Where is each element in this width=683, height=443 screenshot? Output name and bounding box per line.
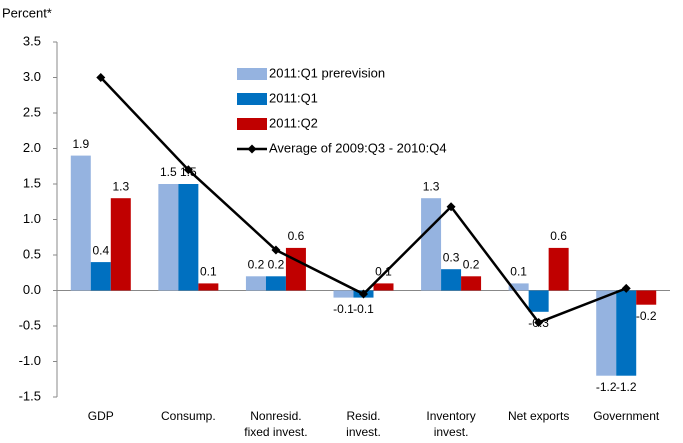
- y-tick-label: 0.0: [23, 282, 41, 297]
- x-tick-label: Resid.: [346, 409, 380, 423]
- bar: [461, 276, 482, 291]
- y-tick-label: 3.0: [23, 69, 41, 84]
- x-tick-label: Nonresid.: [250, 409, 301, 423]
- line-marker: [183, 165, 193, 175]
- x-tick-label: invest.: [434, 425, 469, 439]
- bar: [110, 198, 131, 291]
- bar: [508, 283, 529, 291]
- value-label: 1.3: [423, 179, 440, 193]
- x-tick-label: invest.: [346, 425, 381, 439]
- bar: [616, 290, 637, 376]
- bar: [373, 283, 394, 291]
- value-label: -0.1: [353, 302, 374, 316]
- legend-swatch: [237, 118, 267, 130]
- y-tick-label: 3.5: [23, 33, 41, 48]
- legend-label: 2011:Q1 prerevision: [269, 65, 385, 80]
- bar: [285, 247, 306, 291]
- bar: [333, 290, 354, 298]
- line-marker: [96, 73, 106, 82]
- legend-marker: [247, 144, 257, 154]
- bar: [198, 283, 219, 291]
- line-marker: [359, 289, 368, 299]
- line-marker: [534, 317, 544, 327]
- value-label: 0.2: [463, 257, 480, 271]
- value-label: 0.1: [510, 265, 527, 279]
- value-label: 1.5: [160, 165, 177, 179]
- line-marker: [621, 283, 631, 293]
- value-label: 0.3: [443, 250, 460, 264]
- bar: [178, 184, 199, 291]
- bar: [636, 290, 657, 305]
- y-tick-label: -0.5: [19, 317, 41, 332]
- y-tick-label: 0.5: [23, 246, 41, 261]
- y-axis-title: Percent*: [2, 5, 52, 20]
- x-tick-label: fixed invest.: [244, 425, 307, 439]
- value-label: -1.2: [616, 380, 637, 394]
- value-label: 0.2: [268, 257, 285, 271]
- x-tick-label: Government: [593, 409, 660, 423]
- y-tick-label: 1.5: [23, 175, 41, 190]
- x-tick-label: GDP: [88, 409, 114, 423]
- legend-label: 2011:Q2: [269, 115, 318, 130]
- bar: [70, 155, 91, 291]
- legend-swatch: [237, 68, 267, 80]
- y-tick-label: 2.0: [23, 140, 41, 155]
- value-label: 0.2: [248, 257, 265, 271]
- bar: [596, 290, 617, 376]
- value-label: 1.3: [112, 179, 129, 193]
- value-label: 0.6: [550, 229, 567, 243]
- x-tick-label: Consump.: [161, 409, 216, 423]
- legend-label: Average of 2009:Q3 - 2010:Q4: [269, 140, 447, 155]
- bar: [421, 198, 442, 291]
- value-label: -1.2: [596, 380, 617, 394]
- value-label: -0.1: [333, 302, 354, 316]
- y-tick-label: -1.5: [19, 388, 41, 403]
- bar: [245, 276, 266, 291]
- y-tick-label: 1.0: [23, 211, 41, 226]
- value-label: 0.6: [288, 229, 305, 243]
- bar: [265, 276, 286, 291]
- value-label: 0.4: [92, 243, 109, 257]
- legend-label: 2011:Q1: [269, 90, 318, 105]
- bar: [528, 290, 549, 312]
- x-tick-label: Net exports: [508, 409, 569, 423]
- x-tick-label: Inventory: [426, 409, 475, 423]
- line-marker: [271, 245, 281, 255]
- value-label: -0.2: [636, 309, 657, 323]
- value-label: 1.9: [72, 137, 89, 151]
- bar: [158, 184, 179, 291]
- legend-swatch: [237, 93, 267, 105]
- bar: [90, 262, 111, 291]
- y-tick-label: 2.5: [23, 104, 41, 119]
- line-marker: [446, 202, 456, 212]
- bar: [548, 247, 569, 291]
- value-label: 0.1: [200, 265, 217, 279]
- bar: [441, 269, 462, 291]
- y-tick-label: -1.0: [19, 353, 41, 368]
